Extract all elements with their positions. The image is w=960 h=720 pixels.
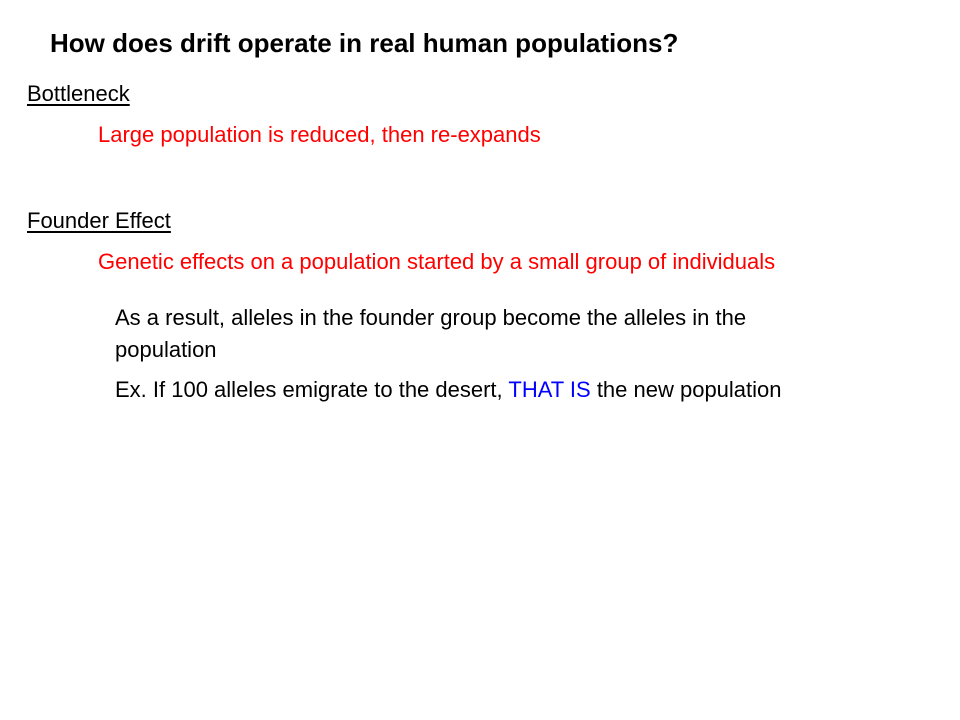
slide-title: How does drift operate in real human pop… <box>50 28 679 58</box>
bottleneck-definition: Large population is reduced, then re-exp… <box>98 122 541 147</box>
founder-example-text-after: the new population <box>596 377 782 402</box>
bottleneck-heading: Bottleneck <box>27 81 130 106</box>
founder-example-emphasis: THAT IS <box>508 377 591 402</box>
founder-result-line-1: As a result, alleles in the founder grou… <box>115 305 747 330</box>
founder-effect-definition: Genetic effects on a population started … <box>98 249 776 274</box>
founder-example-text-before: Ex. If 100 alleles emigrate to the deser… <box>115 377 503 402</box>
founder-result-line-2: population <box>115 337 217 362</box>
founder-effect-heading: Founder Effect <box>27 208 171 233</box>
founder-example: Ex. If 100 alleles emigrate to the deser… <box>115 375 782 405</box>
